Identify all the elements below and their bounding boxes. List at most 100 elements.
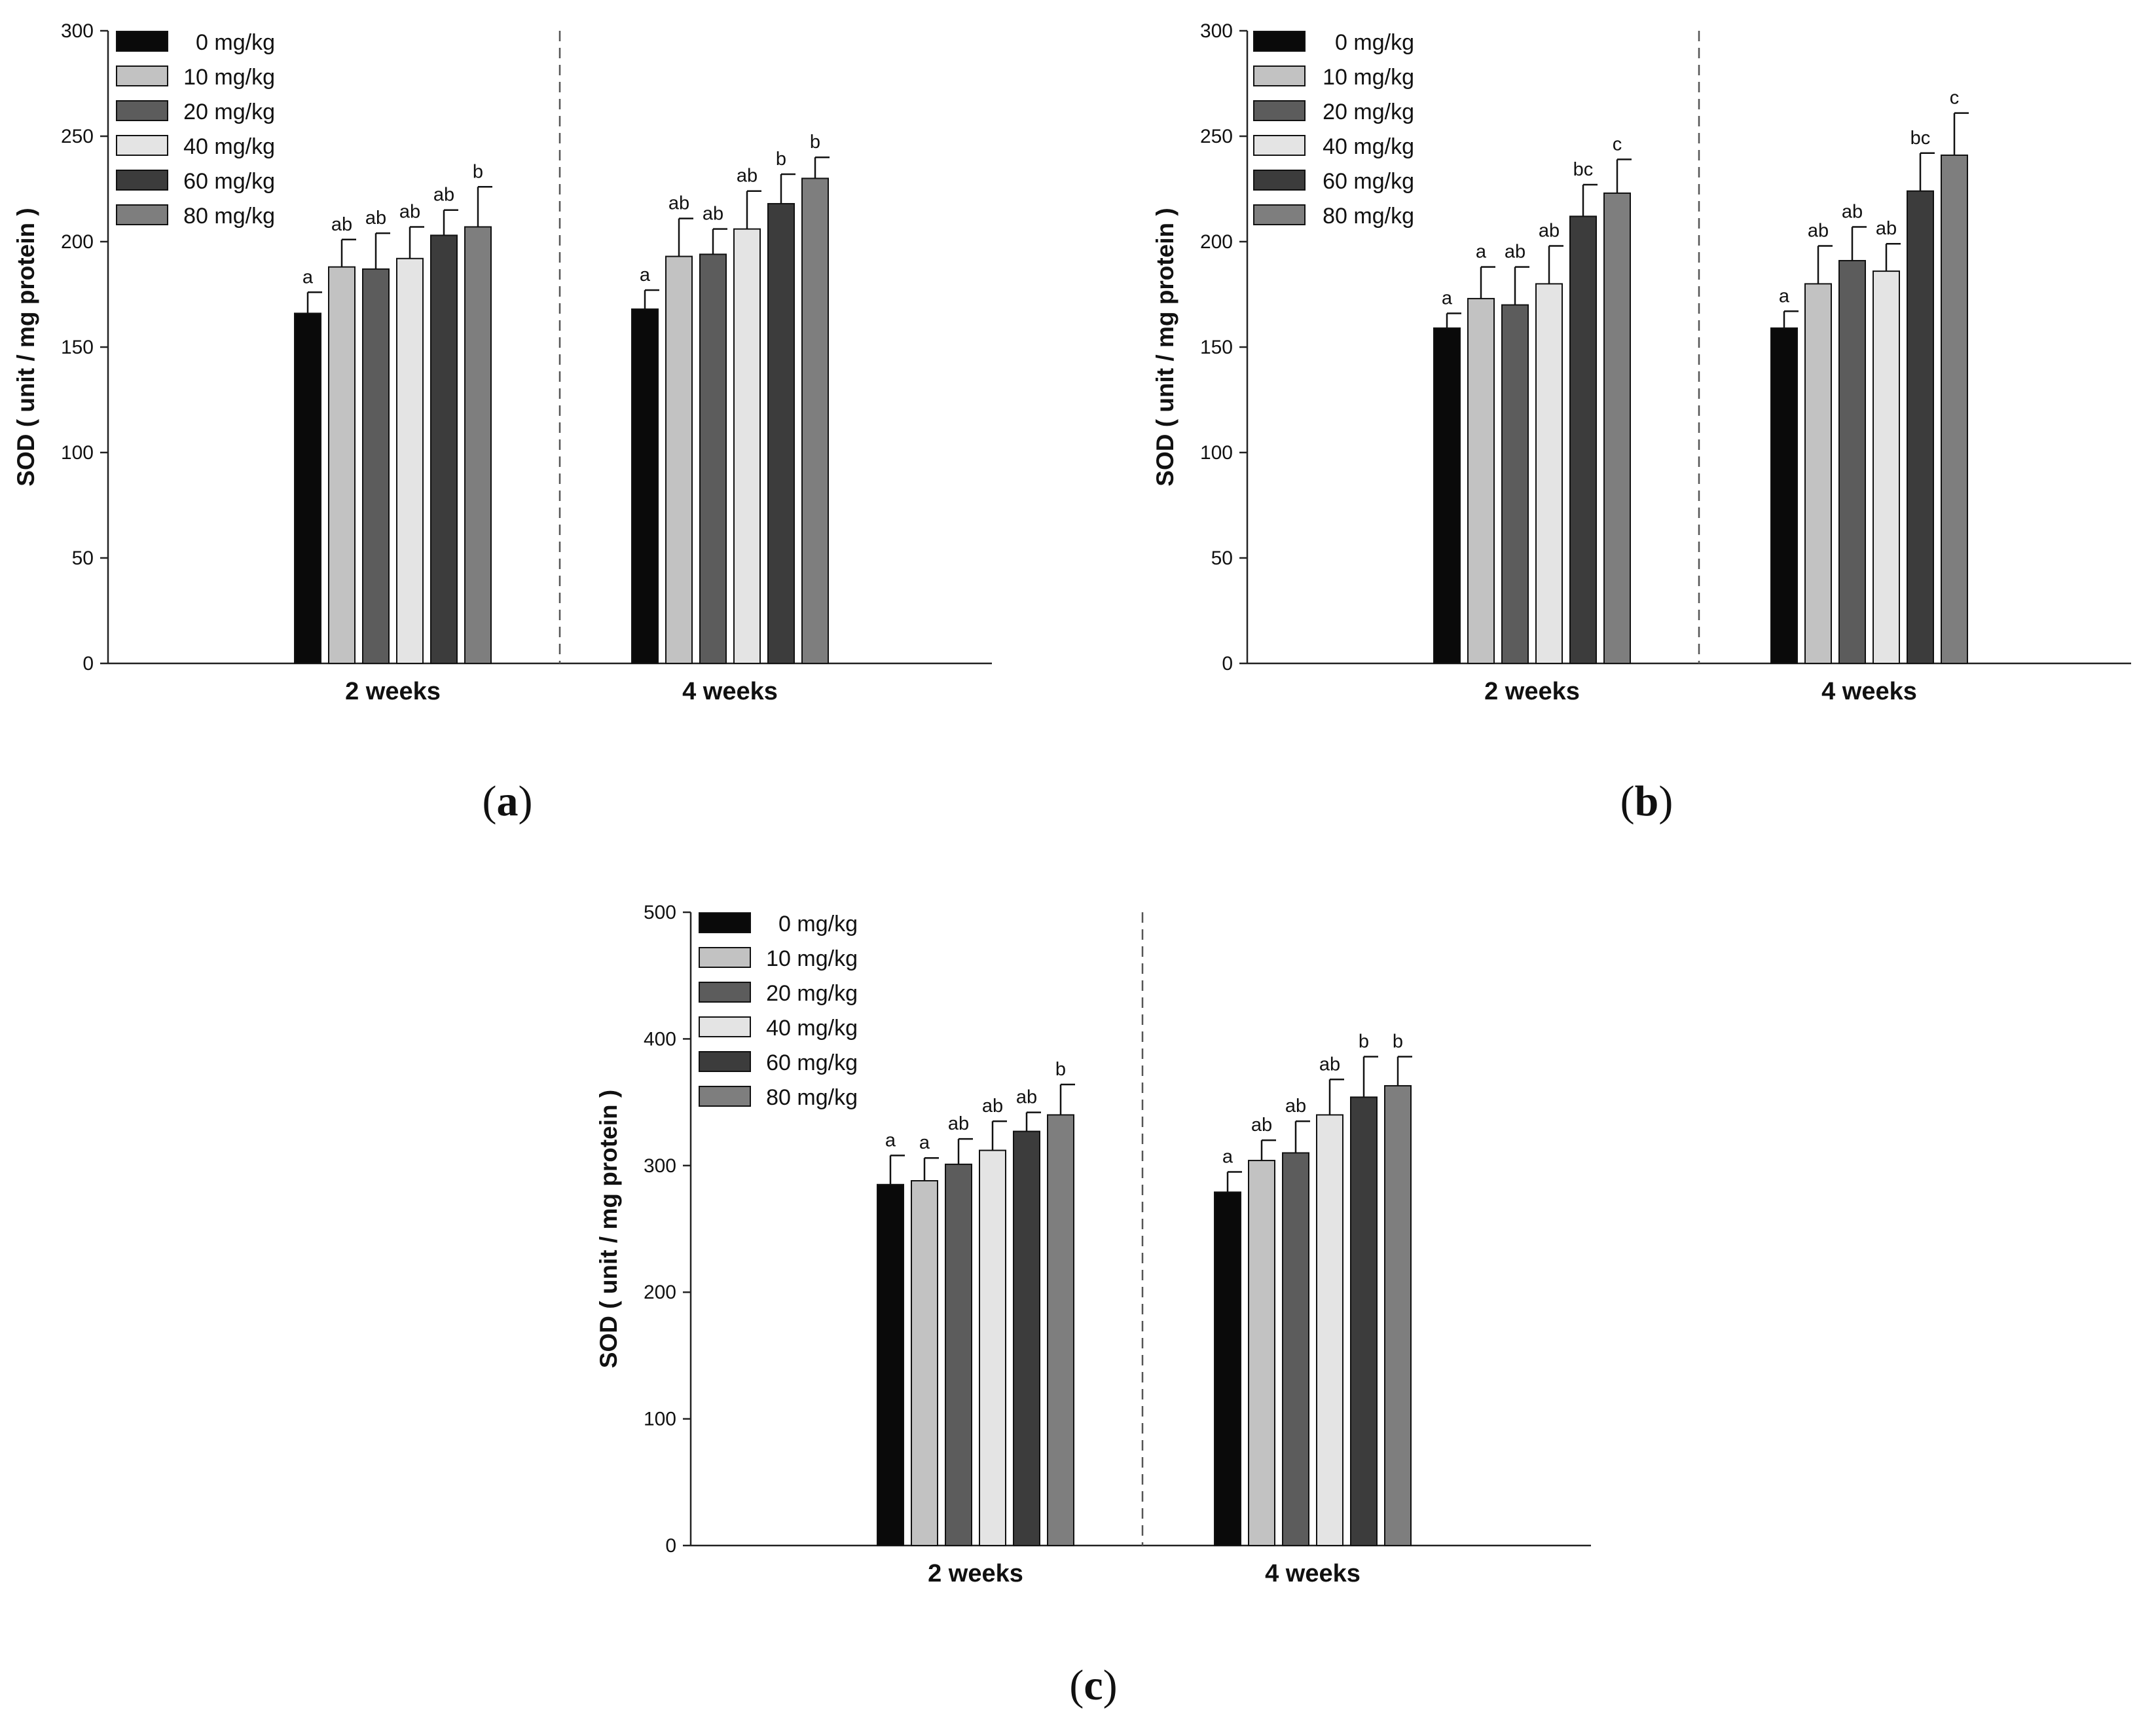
panel-letter: b — [1635, 777, 1659, 825]
significance-label: b — [1359, 1031, 1369, 1052]
bar — [1804, 283, 1832, 664]
panel-label: (a) — [483, 777, 533, 825]
y-axis-label: SOD ( unit / mg protein ) — [1152, 208, 1178, 486]
significance-label: bc — [1573, 159, 1594, 180]
y-tick-label: 100 — [1200, 442, 1233, 464]
category-label: 2 weeks — [1484, 678, 1580, 705]
bar — [665, 255, 693, 665]
category-label: 2 weeks — [345, 678, 441, 705]
significance-label: a — [1476, 242, 1487, 263]
y-tick-label: 250 — [1200, 126, 1233, 147]
significance-label: ab — [331, 214, 352, 235]
legend-label: 10 mg/kg — [766, 946, 858, 971]
y-tick-label: 500 — [644, 902, 676, 923]
significance-label: ab — [703, 204, 723, 225]
legend-label: 80 mg/kg — [766, 1085, 858, 1110]
legend-swatch — [699, 1051, 751, 1072]
y-tick-label: 0 — [82, 653, 94, 675]
y-tick-label: 100 — [61, 442, 94, 464]
significance-label: b — [1393, 1031, 1403, 1052]
panel-label: (c) — [1069, 1661, 1117, 1709]
legend-swatch — [699, 1086, 751, 1107]
bar — [294, 312, 321, 665]
significance-label: b — [473, 161, 483, 182]
y-tick-label: 400 — [644, 1028, 676, 1050]
legend-swatch — [116, 65, 168, 86]
legend-swatch — [699, 912, 751, 933]
bar — [1467, 297, 1495, 664]
bar — [362, 268, 390, 664]
bar — [1282, 1152, 1309, 1546]
bar — [464, 226, 492, 664]
y-axis-label: SOD ( unit / mg protein ) — [595, 1090, 622, 1368]
legend-swatch — [1253, 204, 1306, 225]
bar — [877, 1183, 904, 1547]
legend-swatch — [699, 947, 751, 968]
bar — [1569, 215, 1597, 664]
legend-label: 0 mg/kg — [1335, 30, 1414, 55]
y-tick-label: 50 — [72, 547, 94, 569]
legend-swatch — [116, 31, 168, 52]
significance-label: ab — [1251, 1115, 1272, 1136]
chart-panel-b: 0 50 100 150 200 250 300 SOD ( unit / mg protei… — [1152, 20, 2131, 825]
bar — [430, 234, 458, 664]
bar — [1433, 327, 1461, 664]
bar — [979, 1149, 1006, 1547]
bar — [1248, 1160, 1275, 1546]
significance-label: ab — [433, 185, 454, 206]
y-tick-label: 200 — [644, 1282, 676, 1303]
bar — [1770, 327, 1798, 664]
category-label: 4 weeks — [1265, 1560, 1361, 1587]
panel-letter: c — [1084, 1661, 1103, 1709]
y-tick-label: 0 — [665, 1535, 676, 1557]
y-tick-label: 150 — [1200, 337, 1233, 358]
legend-swatch — [116, 100, 168, 121]
bar — [801, 177, 829, 664]
legend-swatch — [116, 204, 168, 225]
bar — [631, 308, 659, 665]
significance-label: a — [1222, 1146, 1233, 1167]
significance-label: bc — [1910, 128, 1931, 149]
legend-swatch — [116, 135, 168, 156]
bar — [1941, 154, 1968, 665]
legend-label: 80 mg/kg — [1323, 204, 1414, 229]
chart-panel-a: 0 50 100 150 200 250 300 SOD ( unit / mg protei… — [12, 20, 992, 825]
legend-label: 60 mg/kg — [183, 169, 275, 194]
panel-letter: a — [497, 777, 519, 825]
significance-label: ab — [737, 166, 758, 187]
y-tick-label: 300 — [1200, 20, 1233, 42]
significance-label: ab — [1808, 220, 1829, 241]
legend-label: 60 mg/kg — [1323, 169, 1414, 194]
y-axis-label: SOD ( unit / mg protein ) — [12, 208, 39, 486]
bar — [1501, 304, 1529, 665]
legend-swatch — [1253, 65, 1306, 86]
bar — [396, 257, 424, 664]
y-tick-label: 300 — [61, 20, 94, 42]
significance-label: a — [302, 267, 314, 287]
y-tick-label: 150 — [61, 337, 94, 358]
bar — [911, 1180, 938, 1547]
legend-label: 40 mg/kg — [766, 1016, 858, 1041]
bar — [1603, 192, 1631, 664]
significance-label: ab — [1842, 201, 1863, 222]
bar — [1214, 1191, 1241, 1546]
legend-label: 20 mg/kg — [183, 100, 275, 124]
significance-label: a — [1442, 287, 1453, 308]
significance-label: ab — [365, 208, 386, 229]
legend-swatch — [1253, 135, 1306, 156]
bar — [699, 253, 727, 664]
chart-panel-c: 0 100 200 300 400 500 SOD ( unit / mg protein … — [595, 902, 1591, 1709]
legend-label: 10 mg/kg — [1323, 65, 1414, 90]
bar — [733, 228, 761, 664]
legend-swatch — [699, 982, 751, 1003]
bar — [1384, 1084, 1412, 1546]
significance-label: b — [776, 149, 786, 170]
legend-label: 0 mg/kg — [196, 30, 275, 55]
significance-label: ab — [1285, 1096, 1306, 1117]
significance-label: ab — [1876, 218, 1897, 239]
significance-label: ab — [948, 1113, 969, 1134]
significance-label: c — [1950, 88, 1960, 109]
legend-swatch — [699, 1016, 751, 1037]
y-tick-label: 200 — [1200, 231, 1233, 253]
category-label: 2 weeks — [928, 1560, 1023, 1587]
